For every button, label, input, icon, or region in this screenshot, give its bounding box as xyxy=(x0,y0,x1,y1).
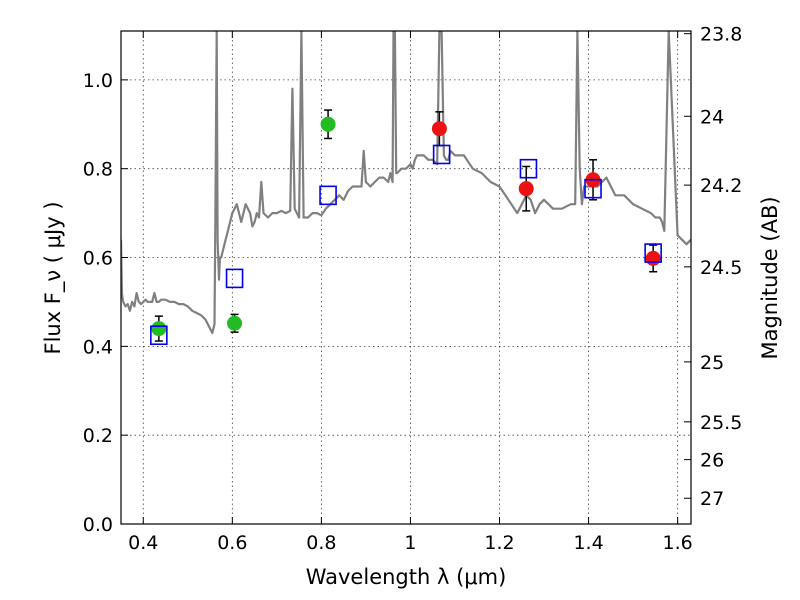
x-axis-label: Wavelength λ (μm) xyxy=(306,565,507,589)
observed-flux-point xyxy=(151,321,167,337)
model-photometry-square xyxy=(519,158,538,179)
observed-flux-point xyxy=(518,181,534,197)
right-axis-label: Magnitude (AB) xyxy=(758,196,782,359)
right-tick-label: 25.5 xyxy=(700,412,742,434)
right-tick-label: 25 xyxy=(700,352,724,374)
observed-flux-point xyxy=(645,250,661,266)
right-tick-label: 23.8 xyxy=(700,24,742,46)
x-tick-label: 1.2 xyxy=(484,532,514,554)
y-tick-label: 0.4 xyxy=(83,336,113,358)
y-axis-label: Flux F_ν ( μJy ) xyxy=(41,201,66,354)
x-tick-label: 1.6 xyxy=(663,532,693,554)
x-tick-label: 1.4 xyxy=(573,532,603,554)
observed-flux-point xyxy=(227,315,243,331)
axis-ticks: 0.4 0.6 0.8 1 1.2 1.4 1.6 0.0 0.2 0.4 0.6 0.8 1.0 23.… xyxy=(83,24,743,554)
model-photometry-square xyxy=(319,185,337,206)
y-tick-label: 0.0 xyxy=(83,514,113,536)
y-tick-label: 0.8 xyxy=(83,159,113,181)
model-photometry-square xyxy=(584,178,602,199)
model-photometry-square xyxy=(150,325,168,346)
y-tick-label: 0.6 xyxy=(83,248,113,270)
data-markers xyxy=(150,109,662,346)
observed-flux-point xyxy=(431,121,447,137)
right-tick-label: 24.5 xyxy=(700,257,742,279)
observed-flux-point xyxy=(320,116,336,132)
grid-lines xyxy=(121,31,691,525)
x-tick-label: 0.4 xyxy=(128,532,158,554)
y-tick-label: 1.0 xyxy=(83,70,113,92)
model-photometry-square xyxy=(644,243,662,263)
right-tick-label: 26 xyxy=(700,450,724,472)
x-tick-label: 0.6 xyxy=(217,532,247,554)
right-tick-label: 27 xyxy=(700,488,724,510)
model-spectrum xyxy=(121,31,691,335)
model-spectrum-line xyxy=(121,31,691,335)
model-photometry-square xyxy=(432,144,451,165)
x-tick-label: 1 xyxy=(404,532,416,554)
y-tick-label: 0.2 xyxy=(83,425,113,447)
right-tick-label: 24.2 xyxy=(700,175,742,197)
model-photometry-square xyxy=(225,268,244,289)
right-tick-label: 24 xyxy=(700,106,724,128)
plot-frame xyxy=(120,30,692,525)
x-tick-label: 0.8 xyxy=(306,532,336,554)
